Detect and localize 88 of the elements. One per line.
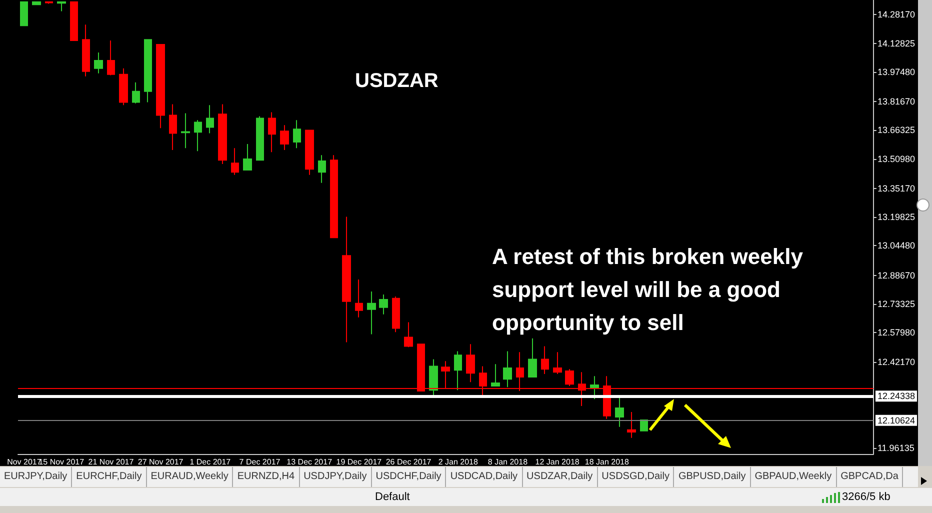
text: EURNZD,H4 <box>233 467 300 487</box>
text: USDZAR <box>355 70 439 92</box>
text: 3266/5 kb <box>842 491 890 503</box>
candlestick <box>541 346 549 375</box>
candlestick <box>57 1 66 12</box>
candlestick <box>132 82 140 104</box>
candlestick <box>429 358 438 397</box>
y-tick-label: 12.73325 <box>877 298 916 309</box>
x-tick-label: 13 Dec 2017 <box>286 458 333 466</box>
y-tick-label: 13.81670 <box>877 96 916 107</box>
text: USDZAR,Daily <box>522 467 598 487</box>
candlestick <box>20 1 28 26</box>
y-tick-label: 13.04480 <box>877 240 916 251</box>
text: GBPAUD,Weekly <box>750 467 837 487</box>
candlestick <box>627 411 636 438</box>
candlestick <box>392 296 400 333</box>
ref-line-label: 12.10624 <box>877 415 916 426</box>
text: GBPCAD,Da <box>836 467 904 487</box>
annotation: A retest of this broken weekly support level will be a good opportunity to sell <box>492 243 804 337</box>
text: USDJPY,Daily <box>300 467 372 487</box>
y-tick-label: 14.12825 <box>877 38 916 48</box>
candlestick <box>355 279 363 318</box>
candlestick <box>206 104 214 134</box>
candlestick <box>318 154 326 184</box>
candlestick <box>367 290 376 335</box>
candlestick <box>256 116 264 161</box>
candlestick <box>243 144 252 171</box>
x-tick-label: 21 Nov 2017 <box>88 458 134 466</box>
text: USDCHF,Daily <box>372 467 446 487</box>
y-tick-label: 12.42170 <box>877 357 916 368</box>
candlestick <box>45 1 53 4</box>
candlestick <box>640 419 648 432</box>
candlestick <box>82 24 90 77</box>
candlestick <box>169 104 177 151</box>
candlestick <box>342 216 351 343</box>
text: Default <box>375 491 410 503</box>
text: EURJPY,Daily <box>0 467 72 487</box>
x-tick-label: 7 Dec 2017 <box>239 458 281 466</box>
x-tick-label: 1 Dec 2017 <box>190 458 232 466</box>
candlestick <box>268 112 276 153</box>
candlestick <box>144 39 152 103</box>
candlestick <box>231 148 239 176</box>
candlestick <box>119 68 128 106</box>
x-tick-label: 18 Jan 2018 <box>584 458 630 466</box>
candlestick <box>404 322 413 348</box>
candlestick <box>615 396 624 428</box>
text: USDCAD,Daily <box>446 467 523 487</box>
x-tick-label: 2 Jan 2018 <box>438 458 478 466</box>
candlestick <box>553 352 562 375</box>
x-tick-label: 26 Dec 2017 <box>386 458 432 466</box>
y-tick-label: 14.28170 <box>877 10 916 20</box>
candlestick <box>218 104 227 165</box>
candlestick <box>156 44 165 129</box>
text: EURCHF,Daily <box>72 467 147 487</box>
y-tick-label: 13.19825 <box>877 212 916 222</box>
y-tick-label: 12.88670 <box>877 270 916 280</box>
candlestick <box>491 364 500 386</box>
x-tick-label: 19 Dec 2017 <box>336 458 382 466</box>
x-tick-label: 12 Jan 2018 <box>535 458 580 466</box>
y-tick-label: 11.96135 <box>877 443 914 454</box>
candlestick <box>107 40 115 76</box>
candlestick <box>590 376 599 400</box>
candlestick <box>305 130 314 176</box>
candlestick <box>330 154 338 238</box>
candlestick <box>94 52 103 74</box>
candlestick <box>528 338 537 378</box>
candlestick <box>454 350 462 391</box>
candlestick <box>70 1 78 42</box>
candlestick <box>466 344 475 383</box>
candlestick <box>280 124 289 151</box>
text: EURAUD,Weekly <box>146 467 234 487</box>
y-tick-label: 12.57980 <box>877 328 916 338</box>
candlestick <box>503 350 512 388</box>
x-tick-label: 27 Nov 2017 <box>138 458 184 466</box>
ref-line-label: 12.24338 <box>877 391 916 402</box>
candlestick <box>181 112 190 149</box>
x-tick-label: 8 Jan 2018 <box>488 458 528 466</box>
y-tick-label: 13.35170 <box>877 183 916 194</box>
candlestick <box>565 368 574 386</box>
candlestick <box>379 294 388 315</box>
candlestick <box>293 120 301 149</box>
y-tick-label: 13.66325 <box>877 125 916 136</box>
text: GBPUSD,Daily <box>674 467 751 487</box>
y-tick-label: 13.97480 <box>877 66 916 77</box>
candlestick <box>194 120 202 152</box>
candlestick <box>32 1 41 6</box>
y-tick-label: 13.50980 <box>877 154 916 164</box>
text: USDSGD,Daily <box>598 467 674 487</box>
